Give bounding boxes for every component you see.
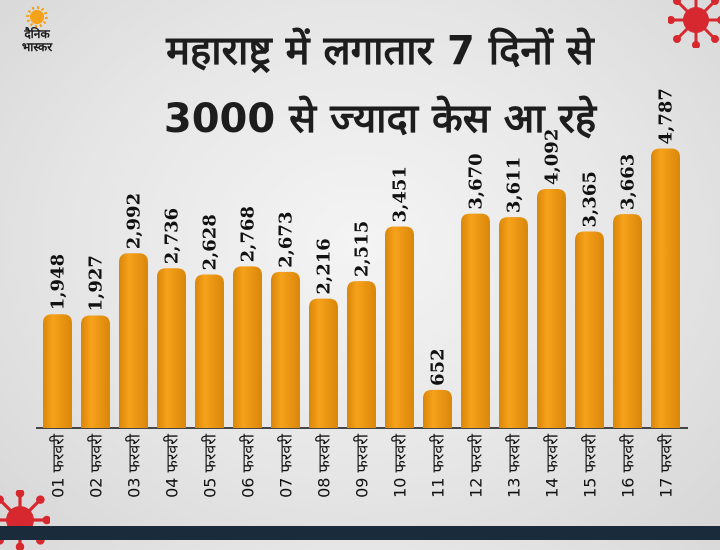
bar — [499, 217, 528, 428]
data-label: 2,736 — [162, 208, 183, 264]
x-tick-label: 09 फरवरी — [353, 433, 372, 498]
x-tick-label: 17 फरवरी — [657, 433, 676, 498]
x-tick-label: 03 फरवरी — [125, 433, 144, 498]
data-label: 2,673 — [276, 212, 297, 268]
x-tick-label: 06 फरवरी — [239, 433, 258, 498]
data-label: 3,670 — [466, 153, 487, 209]
bar — [81, 315, 110, 428]
bar — [537, 189, 566, 428]
data-label: 4,787 — [656, 88, 677, 144]
data-label: 1,948 — [48, 254, 69, 310]
x-tick-label: 02 फरवरी — [87, 433, 106, 498]
bar — [119, 253, 148, 428]
bar — [423, 390, 452, 428]
data-label: 3,611 — [504, 157, 525, 213]
data-label: 3,451 — [390, 166, 411, 222]
bar — [575, 231, 604, 428]
x-tick-label: 11 फरवरी — [429, 433, 448, 498]
bar — [651, 148, 680, 428]
bar — [43, 314, 72, 428]
data-label: 2,628 — [200, 214, 221, 270]
bar — [271, 272, 300, 428]
bar — [157, 268, 186, 428]
data-label: 652 — [428, 348, 449, 386]
x-tick-label: 07 फरवरी — [277, 433, 296, 498]
x-tick-label: 01 फरवरी — [49, 433, 68, 498]
x-tick-label: 05 फरवरी — [201, 433, 220, 498]
bar — [195, 275, 224, 428]
bar — [347, 281, 376, 428]
x-tick-label: 15 फरवरी — [581, 433, 600, 498]
x-tick-label: 08 फरवरी — [315, 433, 334, 498]
data-label: 2,992 — [124, 193, 145, 249]
bar — [233, 266, 262, 428]
x-tick-label: 12 फरवरी — [467, 433, 486, 498]
bar — [309, 299, 338, 428]
x-tick-label: 14 फरवरी — [543, 433, 562, 498]
footer-bar — [0, 526, 720, 540]
data-label: 3,663 — [618, 154, 639, 210]
bar — [613, 214, 642, 428]
x-tick-label: 16 फरवरी — [619, 433, 638, 498]
bar — [385, 226, 414, 428]
x-tick-label: 10 फरवरी — [391, 433, 410, 498]
data-label: 3,365 — [580, 171, 601, 227]
data-label: 4,092 — [542, 129, 563, 185]
data-label: 2,515 — [352, 221, 373, 277]
data-label: 1,927 — [86, 255, 107, 311]
bar — [461, 214, 490, 428]
x-tick-label: 13 फरवरी — [505, 433, 524, 498]
data-label: 2,216 — [314, 238, 335, 294]
x-tick-label: 04 फरवरी — [163, 433, 182, 498]
data-label: 2,768 — [238, 206, 259, 262]
